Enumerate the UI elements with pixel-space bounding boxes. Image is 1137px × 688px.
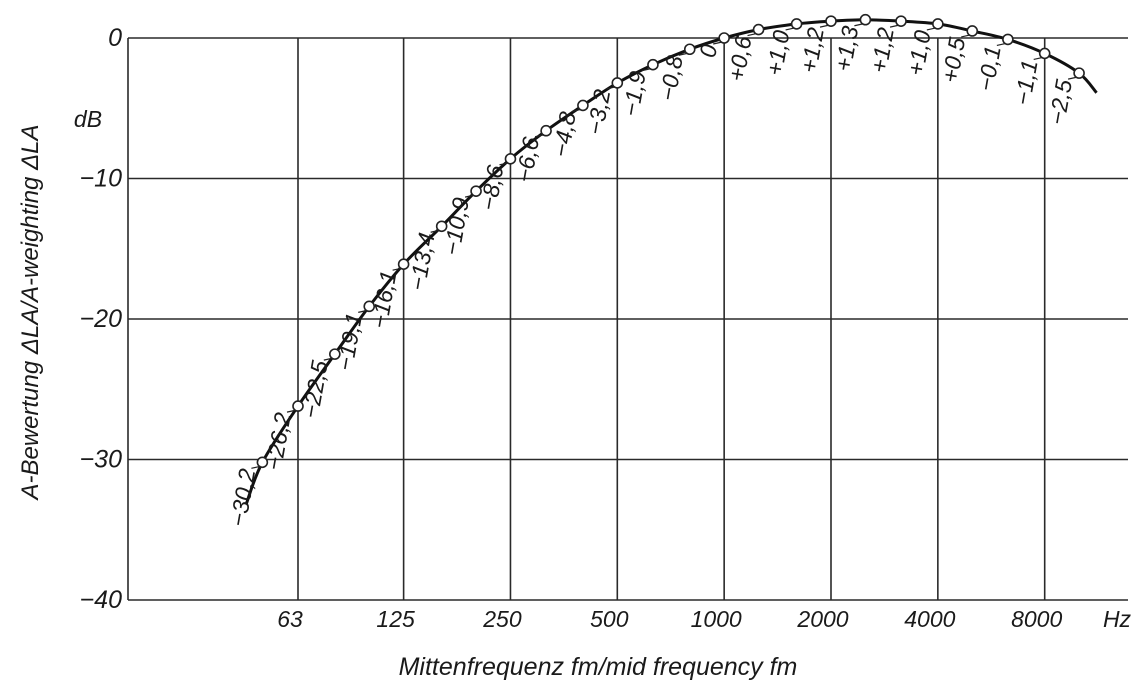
data-point bbox=[895, 15, 907, 27]
x-tick-label: 250 bbox=[482, 606, 522, 632]
data-label: 0 bbox=[694, 42, 722, 59]
y-tick-label: −30 bbox=[80, 446, 123, 474]
label-leader bbox=[286, 409, 297, 413]
label-leader bbox=[641, 68, 652, 72]
x-tick-label: 125 bbox=[376, 606, 415, 632]
data-point bbox=[825, 15, 837, 27]
label-leader bbox=[713, 41, 723, 45]
x-tick-label: 8000 bbox=[1011, 606, 1062, 632]
data-point bbox=[363, 300, 376, 313]
x-axis-title: Mittenfrequenz fm/mid frequency fm bbox=[399, 653, 798, 681]
data-label: −22,5 bbox=[297, 358, 333, 420]
x-tick-label: 1000 bbox=[691, 606, 742, 632]
data-point bbox=[966, 25, 979, 37]
data-label: −16,1 bbox=[366, 269, 402, 331]
x-tick-label: 500 bbox=[590, 606, 629, 632]
data-label: +1,2 bbox=[865, 25, 899, 74]
x-tick-label: 63 bbox=[277, 606, 303, 632]
data-point bbox=[470, 185, 482, 197]
x-unit-label: Hz bbox=[1103, 606, 1132, 632]
data-label: −3,2 bbox=[582, 87, 616, 136]
data-point bbox=[397, 258, 410, 271]
data-point bbox=[256, 456, 269, 469]
label-leader bbox=[499, 162, 509, 166]
data-label: −1,1 bbox=[1009, 58, 1042, 107]
grid bbox=[127, 37, 1128, 601]
y-tick-label: −20 bbox=[80, 305, 123, 333]
data-label: −10,9 bbox=[438, 195, 474, 257]
data-label: −2,5 bbox=[1044, 77, 1078, 126]
label-leader bbox=[926, 27, 936, 31]
label-leader bbox=[678, 52, 688, 56]
label-leader bbox=[606, 86, 616, 90]
data-label: −30,2 bbox=[225, 466, 261, 528]
data-point bbox=[932, 18, 944, 30]
tick-labels: 0 −10 −20 −30 −40 63 125 250 500 1000 2000 4000 8000 bbox=[80, 24, 1063, 632]
x-tick-label: 4000 bbox=[904, 606, 955, 632]
label-leader bbox=[534, 134, 545, 138]
y-unit-label: dB bbox=[74, 106, 102, 132]
data-point bbox=[683, 43, 696, 56]
label-leader bbox=[1067, 76, 1078, 80]
data-label: −1,9 bbox=[617, 69, 651, 118]
data-label: +1,3 bbox=[830, 24, 864, 73]
data-point bbox=[435, 220, 448, 233]
data-label: −6,6 bbox=[511, 135, 545, 184]
x-tick-label: 2000 bbox=[796, 606, 848, 632]
y-tick-label: 0 bbox=[108, 24, 122, 52]
data-label: −0,1 bbox=[972, 44, 1005, 93]
data-point bbox=[1002, 33, 1014, 46]
data-point bbox=[752, 23, 765, 36]
data-point bbox=[329, 348, 341, 360]
data-point bbox=[540, 124, 552, 137]
data-labels: −30,2−26,2−22,5−19,1−16,1−13,4−10,9−8,6−… bbox=[225, 23, 1078, 528]
y-tick-label: −40 bbox=[80, 586, 123, 614]
data-label: +1,2 bbox=[795, 25, 829, 74]
data-label: +1,0 bbox=[761, 28, 795, 77]
data-point bbox=[577, 99, 589, 112]
data-label: +0,5 bbox=[937, 35, 971, 84]
data-point bbox=[647, 58, 659, 71]
label-leader bbox=[430, 229, 440, 233]
data-point bbox=[504, 153, 517, 165]
data-point bbox=[611, 77, 624, 89]
label-leader bbox=[464, 194, 475, 198]
data-label: +1,0 bbox=[902, 28, 936, 77]
data-label: −19,1 bbox=[331, 311, 367, 373]
data-label: −4,8 bbox=[547, 110, 581, 159]
curve-layer bbox=[244, 13, 1098, 506]
data-label: −26,2 bbox=[260, 410, 296, 472]
data-point bbox=[1038, 47, 1051, 60]
label-leader bbox=[889, 24, 900, 28]
data-point bbox=[859, 13, 872, 26]
label-leader bbox=[747, 32, 757, 37]
label-leader bbox=[996, 42, 1006, 46]
label-leader bbox=[392, 267, 402, 271]
data-point bbox=[790, 18, 803, 30]
data-point bbox=[292, 400, 304, 412]
data-label: −13,4 bbox=[404, 231, 440, 293]
label-leader bbox=[819, 24, 830, 28]
label-leader bbox=[358, 309, 368, 313]
label-leader bbox=[854, 23, 864, 27]
label-leader bbox=[785, 27, 795, 31]
data-label: −8,6 bbox=[475, 163, 509, 212]
label-leader bbox=[323, 357, 333, 361]
y-tick-label: −10 bbox=[80, 165, 123, 193]
y-axis-title: A-Bewertung ΔLA/A-weighting ΔLA bbox=[17, 124, 44, 501]
label-leader bbox=[1033, 56, 1043, 61]
data-point bbox=[1073, 67, 1085, 79]
label-leader bbox=[251, 465, 261, 469]
label-leader bbox=[961, 34, 971, 38]
label-leader bbox=[571, 108, 582, 113]
data-point bbox=[718, 32, 730, 44]
